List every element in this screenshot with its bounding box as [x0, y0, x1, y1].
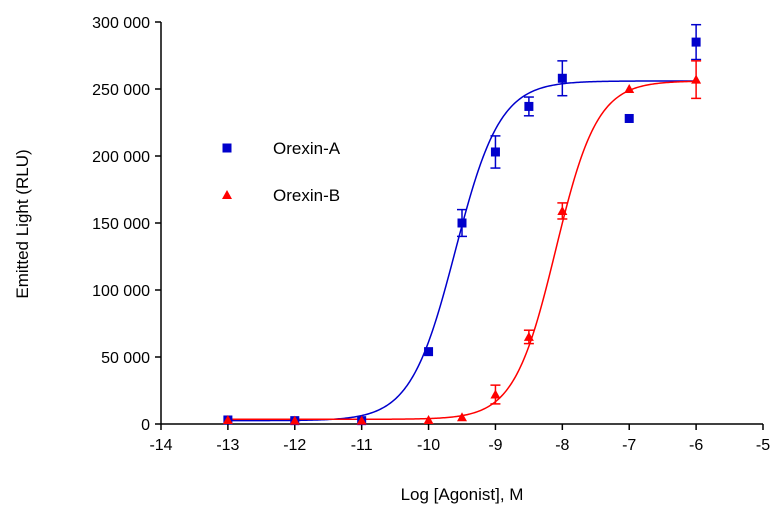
legend-label: Orexin-A	[273, 139, 341, 158]
error-bars	[457, 23, 702, 405]
x-tick-label: -5	[756, 437, 770, 454]
data-point-orexin-a	[490, 147, 500, 157]
data-point-orexin-a	[524, 101, 534, 111]
x-tick-label: -13	[216, 437, 239, 454]
data-point-orexin-b	[557, 205, 568, 215]
data-point-orexin-b	[624, 84, 635, 93]
y-tick-label: 50 000	[101, 350, 150, 367]
legend-marker-orexin-b	[222, 190, 232, 199]
x-tick-label: -8	[555, 437, 569, 454]
fit-curves	[227, 80, 697, 422]
legend-label: Orexin-B	[273, 186, 340, 205]
data-point-orexin-a	[457, 218, 467, 228]
x-tick-label: -9	[488, 437, 502, 454]
x-tick-label: -14	[149, 437, 172, 454]
legend: Orexin-A Orexin-B	[222, 139, 341, 205]
data-point-orexin-a	[557, 73, 567, 83]
y-tick-label: 200 000	[92, 149, 150, 166]
x-axis-title: Log [Agonist], M	[401, 485, 524, 504]
data-points	[222, 37, 702, 426]
data-point-orexin-a	[424, 347, 434, 357]
fit-curve-orexin-b	[227, 80, 697, 421]
data-point-orexin-b	[523, 331, 534, 341]
x-ticks: -14 -13 -12 -11 -10 -9 -8 -7 -6 -5	[149, 424, 770, 454]
x-tick-label: -7	[622, 437, 636, 454]
data-point-orexin-b	[222, 414, 233, 424]
x-tick-label: -11	[351, 437, 373, 454]
x-tick-label: -12	[283, 437, 306, 454]
legend-marker-orexin-a	[222, 143, 232, 153]
x-tick-label: -6	[689, 437, 703, 454]
data-point-orexin-a	[691, 37, 701, 47]
y-axis-title: Emitted Light (RLU)	[13, 149, 32, 298]
y-ticks: 0 50 000 100 000 150 000 200 000 250 000 300 0…	[92, 15, 161, 434]
data-point-orexin-b	[457, 412, 467, 422]
fit-curve-orexin-a	[227, 80, 697, 422]
data-point-orexin-b	[490, 389, 501, 399]
data-point-orexin-b	[423, 414, 434, 424]
y-tick-label: 0	[141, 417, 150, 434]
y-tick-label: 100 000	[92, 283, 150, 300]
x-tick-label: -10	[417, 437, 440, 454]
data-point-orexin-b	[289, 415, 300, 425]
y-tick-label: 250 000	[92, 82, 150, 99]
y-tick-label: 300 000	[92, 15, 150, 32]
data-point-orexin-b	[356, 415, 367, 425]
data-point-orexin-a	[624, 113, 634, 123]
data-point-orexin-b	[691, 74, 702, 84]
y-tick-label: 150 000	[92, 216, 150, 233]
